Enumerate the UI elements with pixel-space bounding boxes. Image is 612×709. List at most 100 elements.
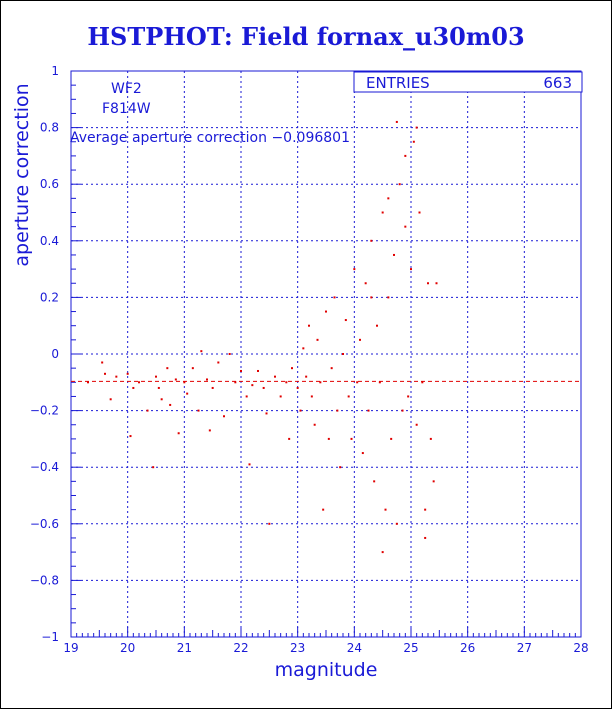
data-point bbox=[138, 381, 140, 384]
data-point bbox=[322, 508, 325, 511]
stats-value: 663 bbox=[543, 74, 572, 92]
data-point bbox=[404, 225, 407, 228]
data-point bbox=[412, 140, 415, 143]
data-point bbox=[146, 409, 149, 412]
data-point bbox=[274, 375, 276, 378]
data-point bbox=[404, 154, 407, 157]
x-tick-label: 21 bbox=[177, 641, 192, 655]
data-point bbox=[234, 381, 237, 384]
data-point bbox=[415, 423, 418, 426]
annotation-camera: WF2 bbox=[111, 81, 142, 97]
data-point bbox=[208, 429, 211, 432]
y-tick-label: −0.8 bbox=[30, 573, 59, 587]
data-point bbox=[387, 197, 390, 200]
data-point bbox=[183, 381, 186, 384]
data-point bbox=[398, 183, 401, 186]
y-tick-label: 1 bbox=[51, 64, 59, 78]
data-point bbox=[370, 296, 373, 299]
grid-lines bbox=[71, 71, 581, 637]
data-point bbox=[109, 398, 112, 401]
y-tick-label: −0.4 bbox=[30, 460, 59, 474]
x-tick-label: 26 bbox=[460, 641, 475, 655]
data-point bbox=[197, 409, 200, 412]
x-tick-label: 19 bbox=[63, 641, 78, 655]
data-point bbox=[262, 386, 265, 389]
data-point bbox=[228, 353, 231, 355]
data-point bbox=[424, 536, 427, 539]
data-point bbox=[251, 384, 254, 387]
data-point bbox=[435, 282, 438, 285]
data-point bbox=[356, 381, 359, 384]
y-tick-label: −1 bbox=[41, 630, 59, 644]
data-point bbox=[296, 386, 299, 389]
data-point bbox=[393, 253, 395, 256]
data-point bbox=[361, 452, 364, 455]
data-point bbox=[126, 372, 129, 375]
x-tick-label: 25 bbox=[403, 641, 418, 655]
data-point bbox=[313, 423, 316, 426]
data-point bbox=[373, 480, 376, 483]
data-point bbox=[101, 361, 104, 364]
data-point bbox=[395, 522, 398, 525]
data-point bbox=[381, 211, 384, 214]
data-point bbox=[432, 480, 435, 483]
data-point bbox=[157, 386, 160, 389]
data-point bbox=[376, 324, 378, 327]
data-point bbox=[200, 350, 203, 353]
stats-label: ENTRIES bbox=[366, 74, 430, 92]
data-point bbox=[115, 375, 118, 378]
x-tick-label: 24 bbox=[347, 641, 362, 655]
data-point bbox=[265, 412, 268, 415]
data-point bbox=[87, 381, 89, 384]
data-point bbox=[381, 551, 384, 554]
data-point bbox=[384, 508, 387, 511]
data-point bbox=[186, 392, 189, 395]
x-tick-label: 28 bbox=[573, 641, 588, 655]
data-point bbox=[248, 463, 251, 466]
data-point bbox=[333, 296, 336, 299]
y-tick-label: 0.8 bbox=[40, 121, 59, 135]
data-point bbox=[191, 367, 194, 370]
data-point bbox=[305, 375, 308, 378]
data-point bbox=[285, 381, 288, 384]
data-point bbox=[429, 437, 432, 440]
x-tick-label: 27 bbox=[517, 641, 532, 655]
data-point bbox=[407, 395, 410, 398]
data-point bbox=[177, 432, 180, 435]
data-point bbox=[288, 437, 291, 440]
data-point bbox=[353, 268, 356, 271]
data-point bbox=[152, 466, 155, 469]
data-point bbox=[223, 415, 225, 418]
data-point bbox=[302, 347, 305, 350]
data-point bbox=[160, 398, 163, 401]
annotation-filter: F814W bbox=[102, 101, 151, 117]
data-point bbox=[344, 319, 347, 322]
data-point bbox=[364, 282, 367, 285]
x-tick-label: 20 bbox=[120, 641, 135, 655]
data-point bbox=[401, 409, 404, 412]
data-point bbox=[155, 375, 157, 378]
y-axis-label: aperture correction bbox=[11, 83, 33, 266]
stats-box: ENTRIES 663 bbox=[353, 71, 583, 93]
data-point bbox=[319, 381, 322, 384]
data-point bbox=[390, 437, 393, 440]
data-point bbox=[217, 361, 220, 364]
data-point bbox=[206, 378, 208, 381]
data-point bbox=[339, 466, 342, 469]
data-point bbox=[378, 381, 381, 384]
annotation-average: Average aperture correction −0.096801 bbox=[70, 130, 350, 146]
axis-ticks: 19 20 21 22 23 24 25 26 27 28 −1 −0.8 −0.6 −0.4 −0.2 0 0… bbox=[30, 64, 589, 655]
data-point bbox=[129, 435, 132, 438]
data-point bbox=[330, 367, 333, 370]
data-point bbox=[245, 395, 248, 398]
data-point bbox=[350, 437, 353, 440]
data-point bbox=[418, 211, 421, 214]
y-tick-label: −0.6 bbox=[30, 517, 59, 531]
data-point bbox=[370, 239, 373, 242]
data-points bbox=[87, 120, 438, 554]
data-point bbox=[424, 508, 427, 511]
data-point bbox=[367, 409, 370, 412]
data-point bbox=[308, 324, 310, 327]
data-point bbox=[421, 381, 424, 384]
